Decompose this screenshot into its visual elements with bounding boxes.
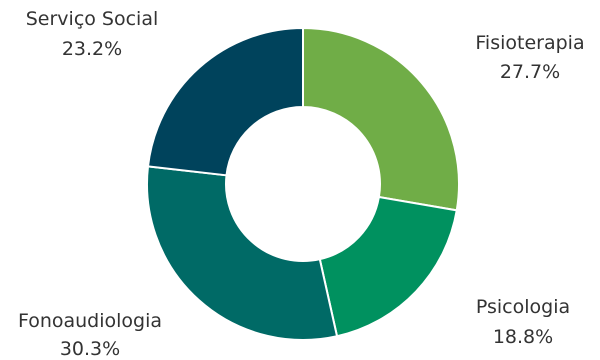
- slice-label-fonoaudiologia: Fonoaudiologia: [18, 310, 162, 332]
- slice-value-fisioterapia: 27.7%: [500, 61, 560, 83]
- slice-labels: Fisioterapia 27.7% Psicologia 18.8% Fono…: [18, 8, 585, 360]
- slice-value-fonoaudiologia: 30.3%: [60, 338, 120, 360]
- slice-servico-social: [146, 26, 304, 177]
- slice-psicologia: [318, 195, 458, 338]
- slice-label-servico-social: Serviço Social: [26, 8, 159, 30]
- slice-label-psicologia: Psicologia: [476, 296, 570, 318]
- slice-value-psicologia: 18.8%: [493, 326, 553, 348]
- donut-slices: [146, 26, 460, 341]
- slice-label-fisioterapia: Fisioterapia: [475, 32, 584, 54]
- slice-fonoaudiologia: [146, 165, 339, 341]
- slice-value-servico-social: 23.2%: [62, 38, 122, 60]
- slice-fisioterapia: [302, 26, 460, 212]
